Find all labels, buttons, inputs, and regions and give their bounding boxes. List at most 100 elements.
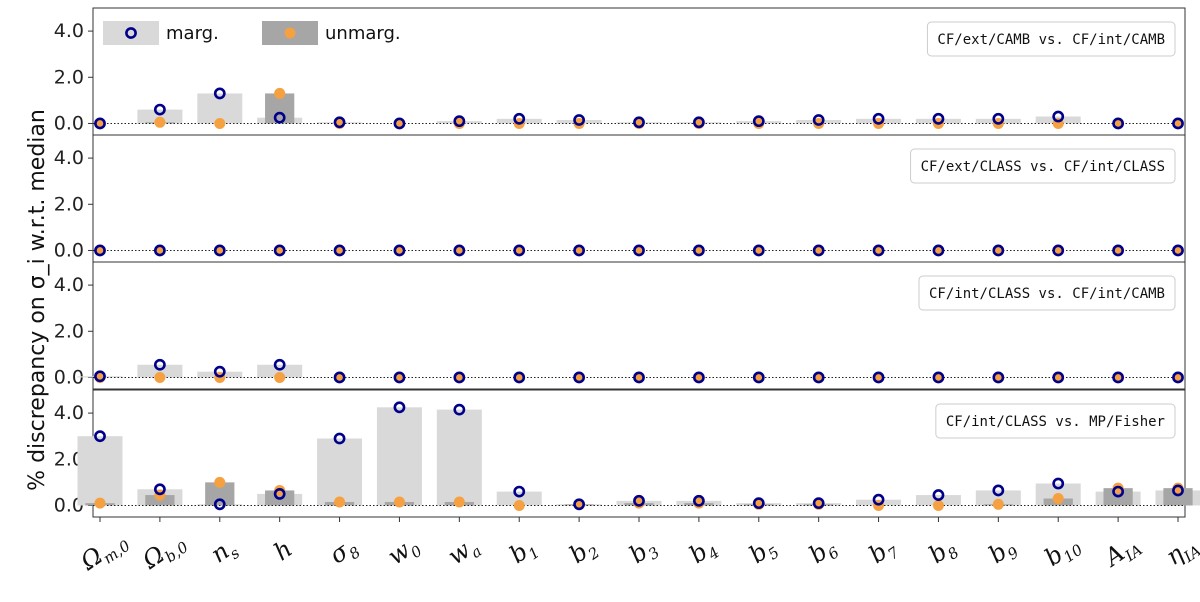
x-label-ia: ηIA [1161,530,1200,574]
marg-point [453,115,466,128]
marg-point [273,111,286,124]
marg-point [752,371,765,384]
y-tick-label: 4.0 [54,147,84,169]
marg-point [752,244,765,257]
unmarg-point [154,116,166,128]
marg-point [513,244,526,257]
y-tick-label: 2.0 [54,193,84,215]
x-label-b-0: Ωb,0 [137,526,192,578]
unmarg-point [992,498,1004,510]
panel-1: 0.0 2.0 4.0 CF/ext/CAMB vs. CF/int/CAMB [54,7,1186,136]
marg-point [812,497,825,510]
legend: marg. unmarg. [103,21,401,45]
marg-point [1172,484,1184,497]
marg-point [94,117,106,130]
marg-point [932,371,945,384]
unmarg-point [274,371,286,383]
legend-label-unmarg: unmarg. [325,23,401,44]
marg-point [1172,244,1184,257]
marg-point [752,497,765,510]
marg-point [153,358,166,371]
marg-point [333,371,346,384]
panel-label-box [910,148,1176,184]
marg-point [1052,477,1065,490]
legend-swatch-marg [103,21,159,45]
marg-point [692,494,705,507]
x-label-b-8: b8 [924,532,963,573]
unmarg-point [154,371,166,383]
marg-point [932,112,945,125]
marg-point [573,244,586,257]
x-label-b-4: b4 [684,532,723,573]
marg-point [393,244,406,257]
unmarg-point [334,496,346,508]
panel-label-cf-ext-class-vs-cf-int-class: CF/ext/CLASS vs. CF/int/CLASS [921,159,1165,175]
y-tick-label: 2.0 [54,320,84,342]
marg-bar [257,364,303,378]
marg-bar [436,409,482,506]
marg-point [573,114,586,126]
marg-point [633,371,645,384]
marg-point [633,494,645,507]
legend-marker-marg [125,27,137,39]
marg-point [692,116,705,129]
panels-layer: 0.0 2.0 4.0 CF/ext/CAMB vs. CF/int/CAMB 0.0 2… [54,7,1200,518]
y-tick-label: 0.0 [54,494,84,516]
panel-2: 0.0 2.0 4.0 CF/ext/CLASS vs. CF/int/CLASS [54,134,1186,263]
marg-point [872,244,885,257]
marg-bar [975,490,1021,506]
marg-bar [137,109,183,124]
marg-point [992,371,1005,384]
y-tick-label: 2.0 [54,448,84,470]
marg-point [213,498,226,511]
unmarg-point [94,497,106,509]
panel-4: 0.0 2.0 4.0 CF/int/CLASS vs. MP/Fisher [54,389,1200,518]
unmarg-point [932,499,944,511]
panel-label-cf-int-class-vs-mp-fisher: CF/int/CLASS vs. MP/Fisher [946,414,1165,430]
x-label-b-2: b2 [564,532,603,573]
marg-point [992,112,1005,125]
marg-point [872,493,885,506]
x-label-w-0: w0 [383,530,426,574]
x-label-m-0: Ωm,0 [75,525,134,580]
x-label-8: σ8 [324,532,364,573]
marg-point [1052,110,1065,123]
marg-point [333,116,346,129]
marg-point [633,116,645,129]
legend-marker-unmarg [284,27,296,39]
marg-bar [376,407,422,506]
marg-point [453,244,466,257]
unmarg-point [393,496,405,508]
marg-point [812,114,825,126]
panel-label-box [926,21,1176,57]
marg-point [513,371,526,384]
x-label-b-9: b9 [984,532,1023,573]
marg-point [453,403,466,416]
y-tick-label: 4.0 [54,274,84,296]
marg-point [153,483,166,496]
marg-point [932,244,945,257]
marg-point [992,244,1005,257]
panel-label-cf-ext-camb-vs-cf-int-camb: CF/ext/CAMB vs. CF/int/CAMB [937,32,1165,48]
y-tick-label: 4.0 [54,402,84,424]
marg-point [1112,244,1125,257]
marg-point [812,371,825,384]
marg-point [1052,244,1065,257]
marg-point [692,371,705,384]
x-label-w-a: wa [443,531,486,574]
marg-point [1172,117,1184,130]
marg-point [513,485,526,498]
marg-point [94,370,106,383]
marg-bar [137,364,183,378]
x-label-b-1: b1 [504,532,543,573]
x-label-n-s: ns [206,532,244,572]
marg-point [872,112,885,125]
marg-point [1112,485,1125,498]
x-label-b-3: b3 [624,532,663,573]
marg-point [573,371,586,384]
marg-point [273,244,286,257]
unmarg-point [214,117,226,129]
marg-point [393,401,406,414]
y-axis-label: % discrepancy on σ_i w.r.t. median [25,109,50,491]
